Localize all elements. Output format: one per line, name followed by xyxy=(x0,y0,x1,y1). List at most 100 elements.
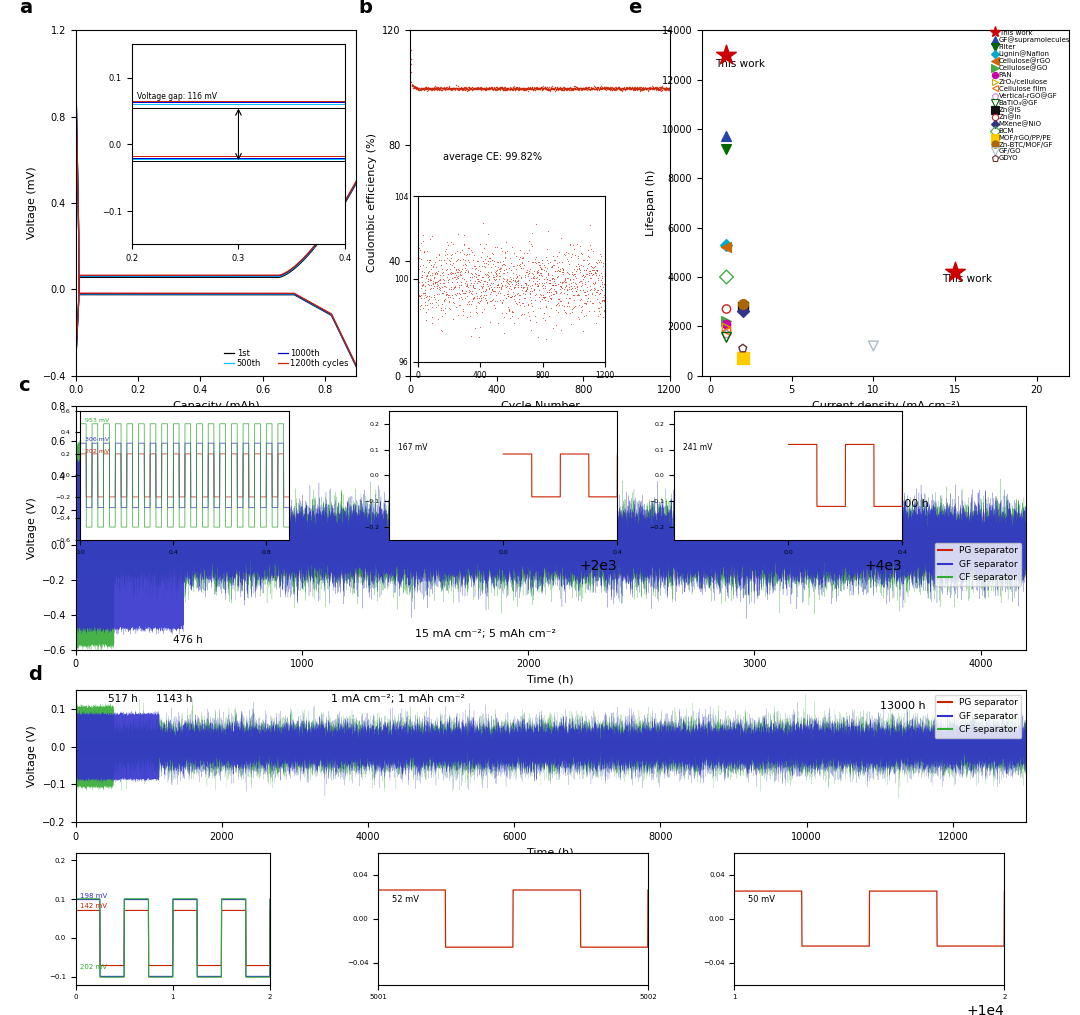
Point xyxy=(734,296,752,313)
Point xyxy=(609,80,626,96)
Point xyxy=(427,80,444,96)
Point xyxy=(512,80,529,96)
Point xyxy=(486,81,503,97)
Point xyxy=(468,80,485,96)
Point xyxy=(480,80,497,96)
Point xyxy=(581,81,598,97)
Point xyxy=(546,79,564,95)
Point xyxy=(556,80,573,96)
Point xyxy=(548,81,565,97)
Point xyxy=(612,81,630,97)
Point xyxy=(594,80,611,96)
Point xyxy=(642,80,659,96)
Point xyxy=(485,81,502,97)
Point xyxy=(470,80,487,96)
Point xyxy=(519,80,537,96)
Point xyxy=(616,82,633,98)
Point xyxy=(565,79,582,95)
Point xyxy=(448,80,465,96)
Point xyxy=(599,79,617,95)
Point xyxy=(462,80,480,96)
Point xyxy=(584,80,602,96)
Point xyxy=(600,81,618,97)
Point xyxy=(607,81,624,97)
Point xyxy=(651,79,669,95)
Point xyxy=(445,80,462,96)
Point xyxy=(604,81,621,97)
Point xyxy=(504,79,522,95)
Point xyxy=(515,82,532,98)
Point xyxy=(612,79,630,95)
Point xyxy=(508,79,525,95)
Point xyxy=(467,80,484,96)
Point xyxy=(591,80,608,96)
Point xyxy=(606,81,623,97)
Point xyxy=(718,320,735,336)
Point xyxy=(651,81,669,97)
Point xyxy=(414,80,431,96)
Point xyxy=(561,82,578,98)
Point xyxy=(405,79,422,95)
Point xyxy=(507,81,524,97)
Point xyxy=(404,78,421,94)
Point xyxy=(559,81,577,97)
Point xyxy=(649,81,666,97)
Point xyxy=(430,80,447,96)
Point xyxy=(438,80,456,96)
Point xyxy=(505,80,523,96)
Point xyxy=(508,81,525,97)
Point xyxy=(653,79,671,95)
Point xyxy=(440,80,457,96)
Point xyxy=(516,82,534,98)
Point xyxy=(463,82,481,98)
Point xyxy=(636,79,653,95)
Point xyxy=(407,80,424,96)
500th xyxy=(350,176,363,188)
Point xyxy=(486,79,503,95)
Point xyxy=(513,80,530,96)
Point xyxy=(410,80,428,96)
Point xyxy=(470,80,487,96)
Point xyxy=(446,81,463,97)
Point xyxy=(512,81,529,97)
Point xyxy=(551,79,568,95)
Point xyxy=(648,80,665,96)
Point xyxy=(523,81,540,97)
Point xyxy=(433,80,450,96)
Point xyxy=(507,81,524,97)
Point xyxy=(566,80,583,96)
Point xyxy=(474,80,491,96)
Point xyxy=(481,80,498,96)
Point xyxy=(532,81,550,97)
Point xyxy=(527,81,544,97)
Point xyxy=(458,81,475,97)
Point xyxy=(612,82,630,98)
Point xyxy=(569,82,586,98)
Point xyxy=(447,80,464,96)
Point xyxy=(524,81,541,97)
500th xyxy=(199,270,212,282)
Point xyxy=(459,83,476,99)
Point xyxy=(565,78,582,94)
Point xyxy=(624,80,642,96)
Point xyxy=(484,81,501,97)
Point xyxy=(595,80,612,96)
Point xyxy=(405,77,422,93)
Point xyxy=(451,81,469,97)
Point xyxy=(476,80,494,96)
Point xyxy=(604,81,621,97)
Point xyxy=(521,80,538,96)
Point xyxy=(424,80,442,96)
Point xyxy=(642,80,659,96)
Point xyxy=(430,81,447,97)
Point xyxy=(504,80,522,96)
Point xyxy=(485,80,502,96)
Point xyxy=(631,79,648,95)
Point xyxy=(558,80,576,96)
Point xyxy=(487,79,504,95)
Point xyxy=(438,81,456,97)
Point xyxy=(562,81,579,97)
Point xyxy=(477,79,495,95)
Point xyxy=(422,80,440,96)
Point xyxy=(631,80,648,96)
